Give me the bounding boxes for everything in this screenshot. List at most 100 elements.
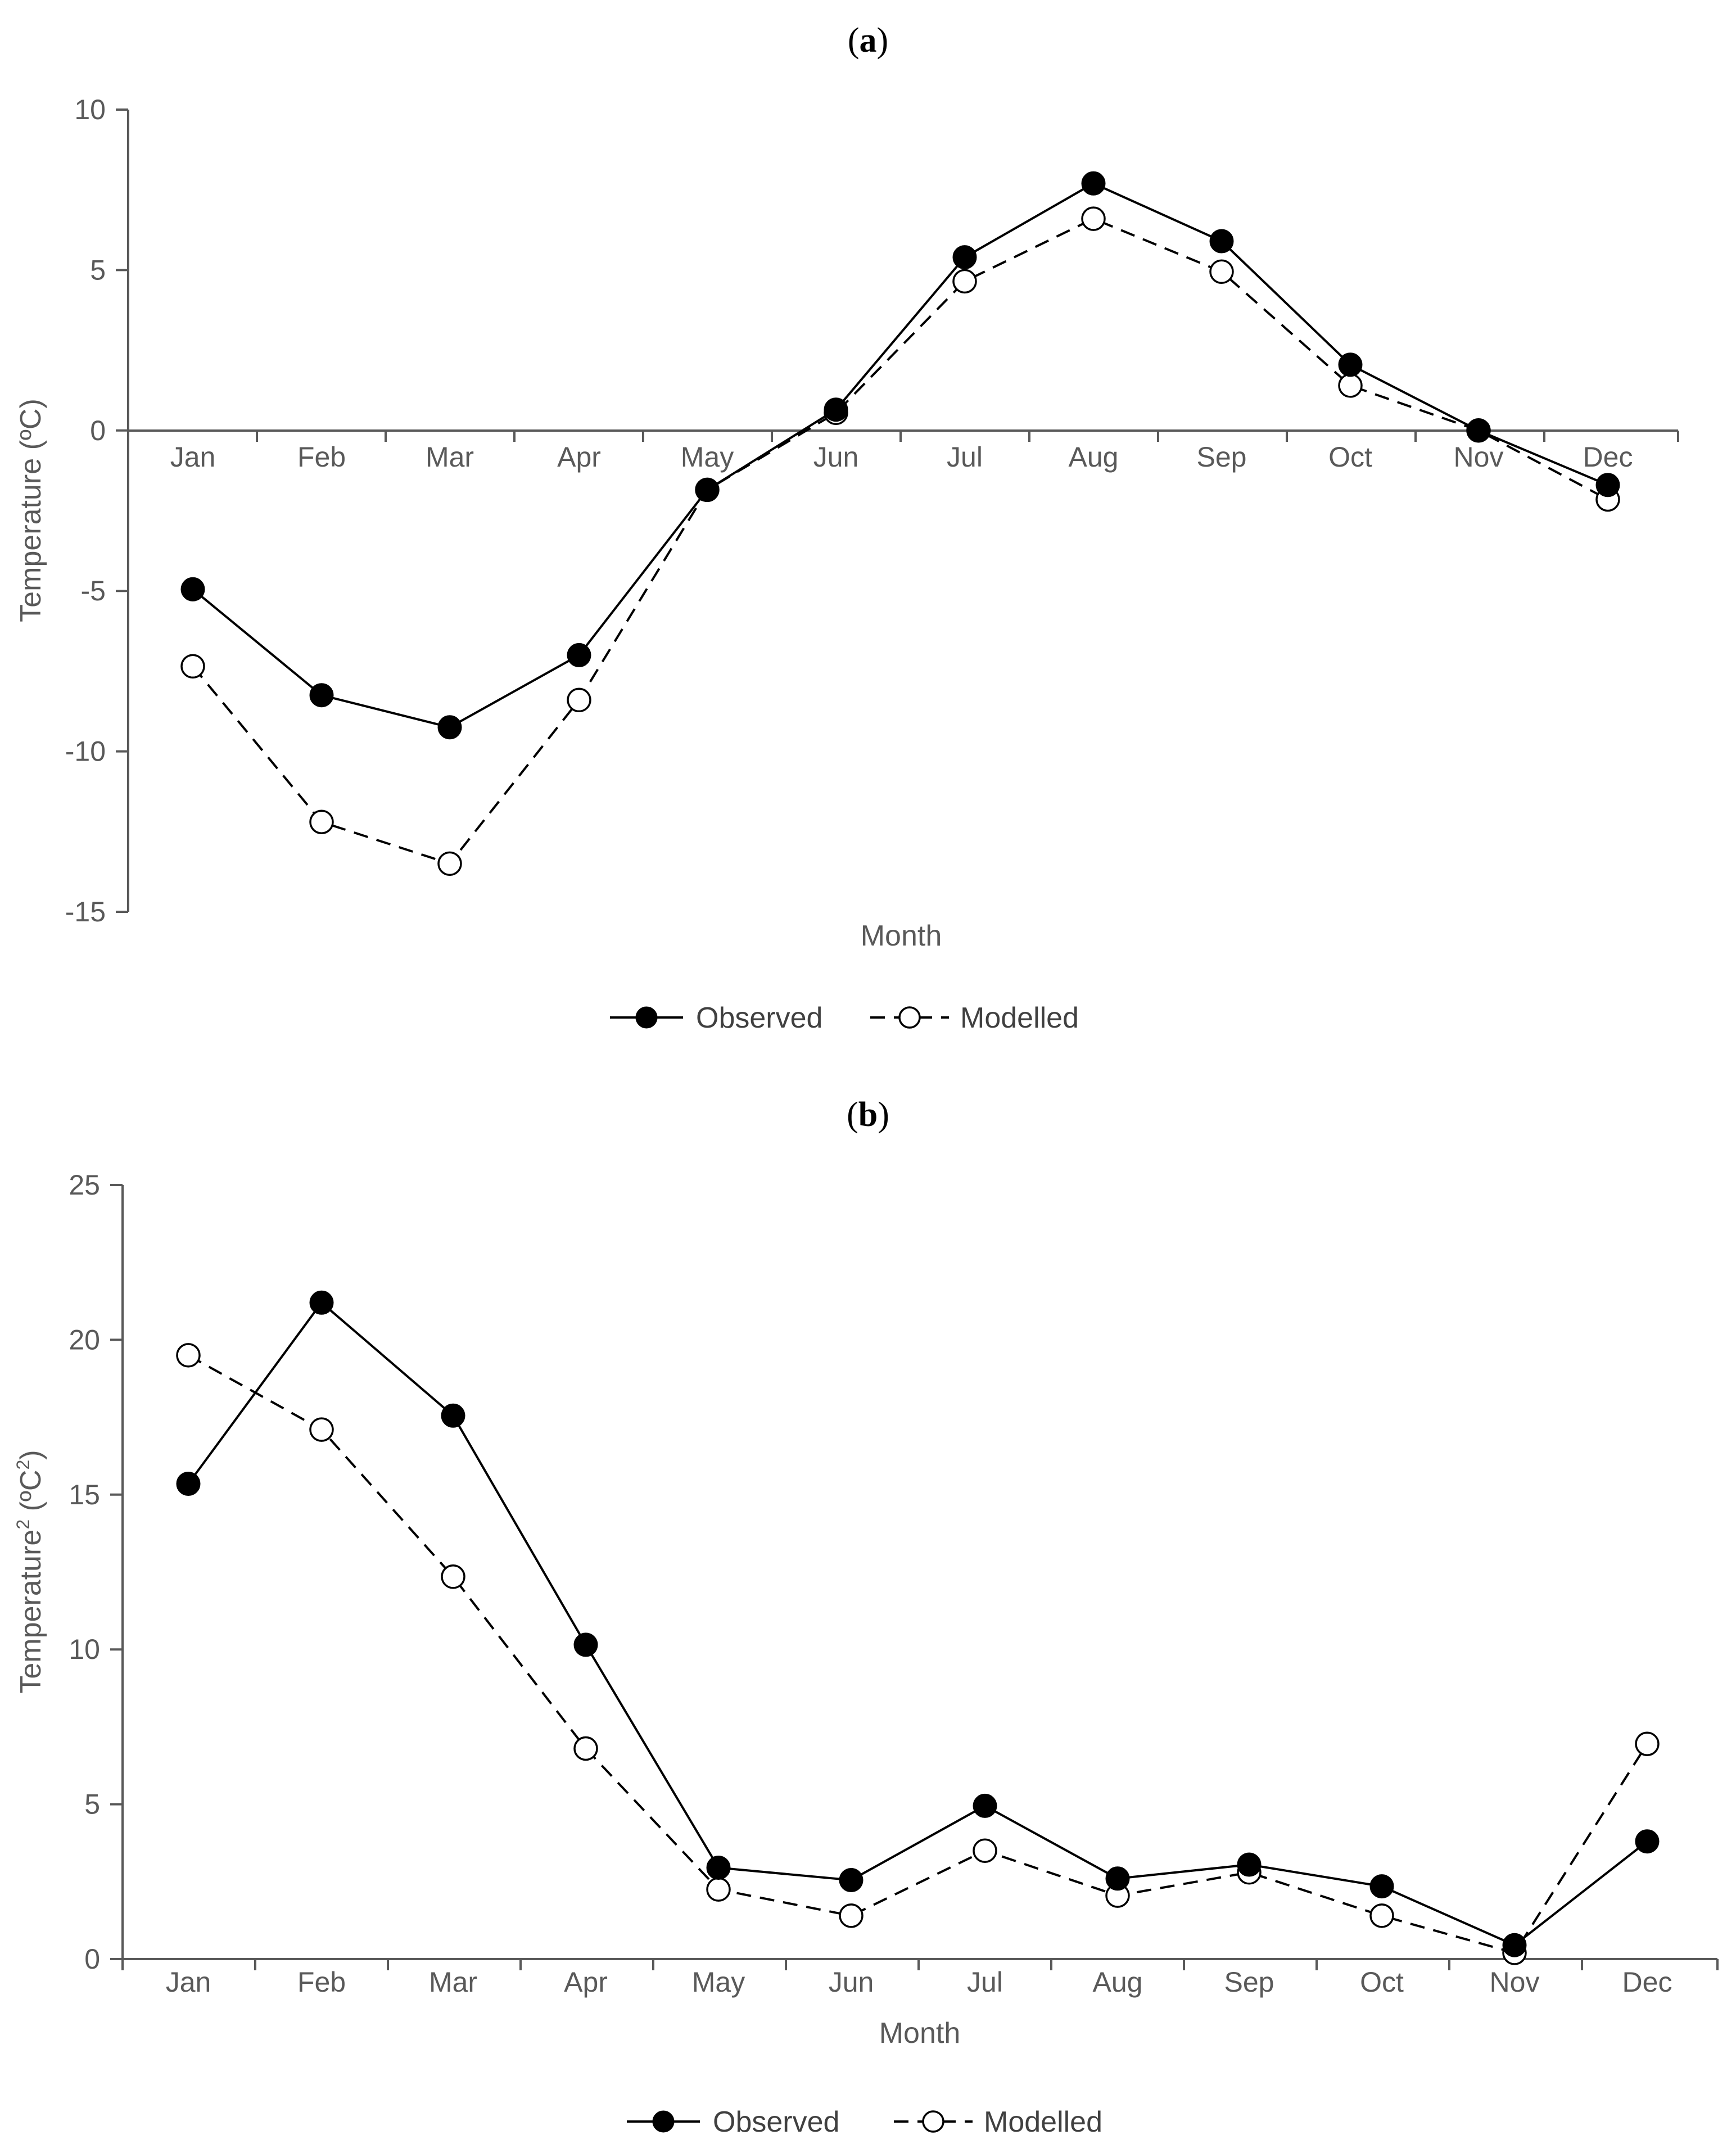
panel-b-x-ticks: Jan Feb Mar Apr May Jun Jul Aug Sep Oct Nov Dec — [121, 1959, 1719, 1998]
data-point-observed — [1105, 1866, 1130, 1891]
x-tick-label: Mar — [429, 1966, 477, 1998]
data-point-modelled — [1338, 373, 1363, 398]
panel-a-label: (a) — [848, 21, 888, 60]
panel-a-x-axis-title: Month — [861, 920, 942, 952]
panel-a-legend-observed-marker — [635, 1006, 658, 1029]
panel-b-legend-observed-marker — [652, 2110, 675, 2133]
series-line-modelled — [192, 217, 1608, 865]
data-point-observed — [839, 1868, 864, 1892]
data-point-modelled — [573, 1736, 598, 1761]
panel-a-y-axis-title: Temperature (ºC) — [15, 399, 47, 622]
x-tick-label: Sep — [1197, 441, 1247, 473]
panel-a-series-lines — [192, 182, 1608, 865]
data-point-modelled — [309, 809, 334, 834]
y-tick-label: 5 — [90, 254, 106, 286]
panel-a-chart: (a) 10 5 0 -5 -10 -15 Jan Feb Mar Apr May Jun Jul Au… — [15, 21, 1679, 1034]
data-point-modelled — [180, 654, 205, 679]
series-line-observed — [192, 182, 1608, 729]
x-tick-label: Aug — [1093, 1966, 1143, 1998]
data-point-modelled — [1635, 1731, 1660, 1756]
x-tick-label: Oct — [1328, 441, 1372, 473]
data-point-observed — [176, 1472, 201, 1496]
data-point-observed — [567, 643, 591, 667]
data-point-observed — [1338, 352, 1363, 377]
y-tick-label: -10 — [65, 736, 106, 767]
x-tick-label: Dec — [1622, 1966, 1672, 1998]
data-point-observed — [973, 1793, 997, 1818]
y-tick-label: 0 — [90, 415, 106, 446]
panel-b-legend-observed-label: Observed — [713, 2106, 839, 2138]
data-point-observed — [441, 1403, 465, 1428]
x-tick-label: Nov — [1454, 441, 1504, 473]
y-tick-label: 0 — [84, 1943, 100, 1975]
x-tick-label: Jan — [170, 441, 216, 473]
panel-b-x-axis-title: Month — [879, 2017, 961, 2050]
data-point-modelled — [952, 269, 977, 294]
x-tick-label: Nov — [1490, 1966, 1540, 1998]
x-tick-label: Feb — [297, 1966, 346, 1998]
data-point-modelled — [973, 1838, 997, 1863]
panel-a-series-points — [180, 171, 1620, 876]
x-tick-label: Jul — [947, 441, 983, 473]
data-point-modelled — [1209, 259, 1234, 284]
data-point-modelled — [567, 687, 591, 713]
data-point-observed — [952, 245, 977, 270]
x-tick-label: Jun — [813, 441, 859, 473]
panel-b-y-ticks: 25 20 15 10 5 0 — [69, 1169, 123, 1975]
data-point-observed — [1081, 171, 1106, 196]
data-point-observed — [1466, 418, 1491, 443]
y-tick-label: 15 — [69, 1479, 100, 1510]
data-point-observed — [1209, 229, 1234, 254]
y-tick-label: 25 — [69, 1169, 100, 1201]
panel-a-legend-modelled-label: Modelled — [960, 1002, 1079, 1034]
x-tick-label: Sep — [1224, 1966, 1274, 1998]
data-point-modelled — [1369, 1903, 1394, 1928]
panel-a-legend: Observed Modelled — [610, 1002, 1079, 1034]
x-tick-label: Oct — [1360, 1966, 1404, 1998]
panel-b-y-axis-title: Temperature2 (ºC2) — [13, 1450, 47, 1693]
data-point-modelled — [441, 1564, 465, 1589]
x-tick-label: Jul — [967, 1966, 1003, 1998]
x-tick-label: Mar — [426, 441, 474, 473]
panel-b-series-points — [176, 1290, 1660, 1965]
data-point-modelled — [176, 1343, 201, 1368]
data-point-observed — [180, 577, 205, 601]
series-line-modelled — [188, 1354, 1648, 1955]
y-tick-label: 5 — [84, 1789, 100, 1820]
data-point-observed — [1237, 1852, 1262, 1877]
x-tick-label: May — [681, 441, 734, 473]
panel-b-series-lines — [187, 1301, 1648, 1955]
panel-b-chart: (b) 25 20 15 10 5 0 Jan Feb Mar Apr May Jun Jul Aug S… — [13, 1096, 1719, 2138]
x-tick-label: May — [692, 1966, 745, 1998]
data-point-observed — [1369, 1874, 1394, 1899]
x-tick-label: Apr — [557, 441, 601, 473]
panel-a-x-ticks: Jan Feb Mar Apr May Jun Jul Aug Sep Oct Nov Dec — [127, 431, 1679, 473]
data-point-observed — [706, 1856, 731, 1880]
data-point-modelled — [437, 851, 462, 876]
panel-b-legend-modelled-label: Modelled — [984, 2106, 1102, 2138]
y-tick-label: -15 — [65, 896, 106, 928]
x-tick-label: Jan — [166, 1966, 211, 1998]
data-point-observed — [824, 397, 848, 422]
data-point-observed — [309, 683, 334, 708]
data-point-observed — [695, 477, 720, 502]
panel-a-legend-observed-label: Observed — [696, 1002, 822, 1034]
panel-b-legend-modelled-marker — [922, 2110, 944, 2133]
data-point-observed — [1502, 1933, 1527, 1957]
series-line-observed — [187, 1301, 1648, 1947]
y-tick-label: 20 — [69, 1324, 100, 1355]
x-tick-label: Jun — [829, 1966, 874, 1998]
panel-a-y-ticks: 10 5 0 -5 -10 -15 — [65, 94, 128, 928]
x-tick-label: Aug — [1069, 441, 1119, 473]
data-point-observed — [309, 1290, 334, 1315]
panel-b-legend: Observed Modelled — [627, 2106, 1102, 2138]
data-point-modelled — [839, 1903, 864, 1928]
data-point-modelled — [1081, 206, 1106, 231]
panel-b-label: (b) — [847, 1096, 889, 1134]
x-tick-label: Dec — [1583, 441, 1633, 473]
data-point-modelled — [706, 1877, 731, 1902]
panel-a-legend-modelled-marker — [898, 1006, 921, 1029]
y-tick-label: 10 — [69, 1634, 100, 1665]
data-point-observed — [1635, 1829, 1660, 1854]
y-tick-label: -5 — [81, 575, 106, 607]
